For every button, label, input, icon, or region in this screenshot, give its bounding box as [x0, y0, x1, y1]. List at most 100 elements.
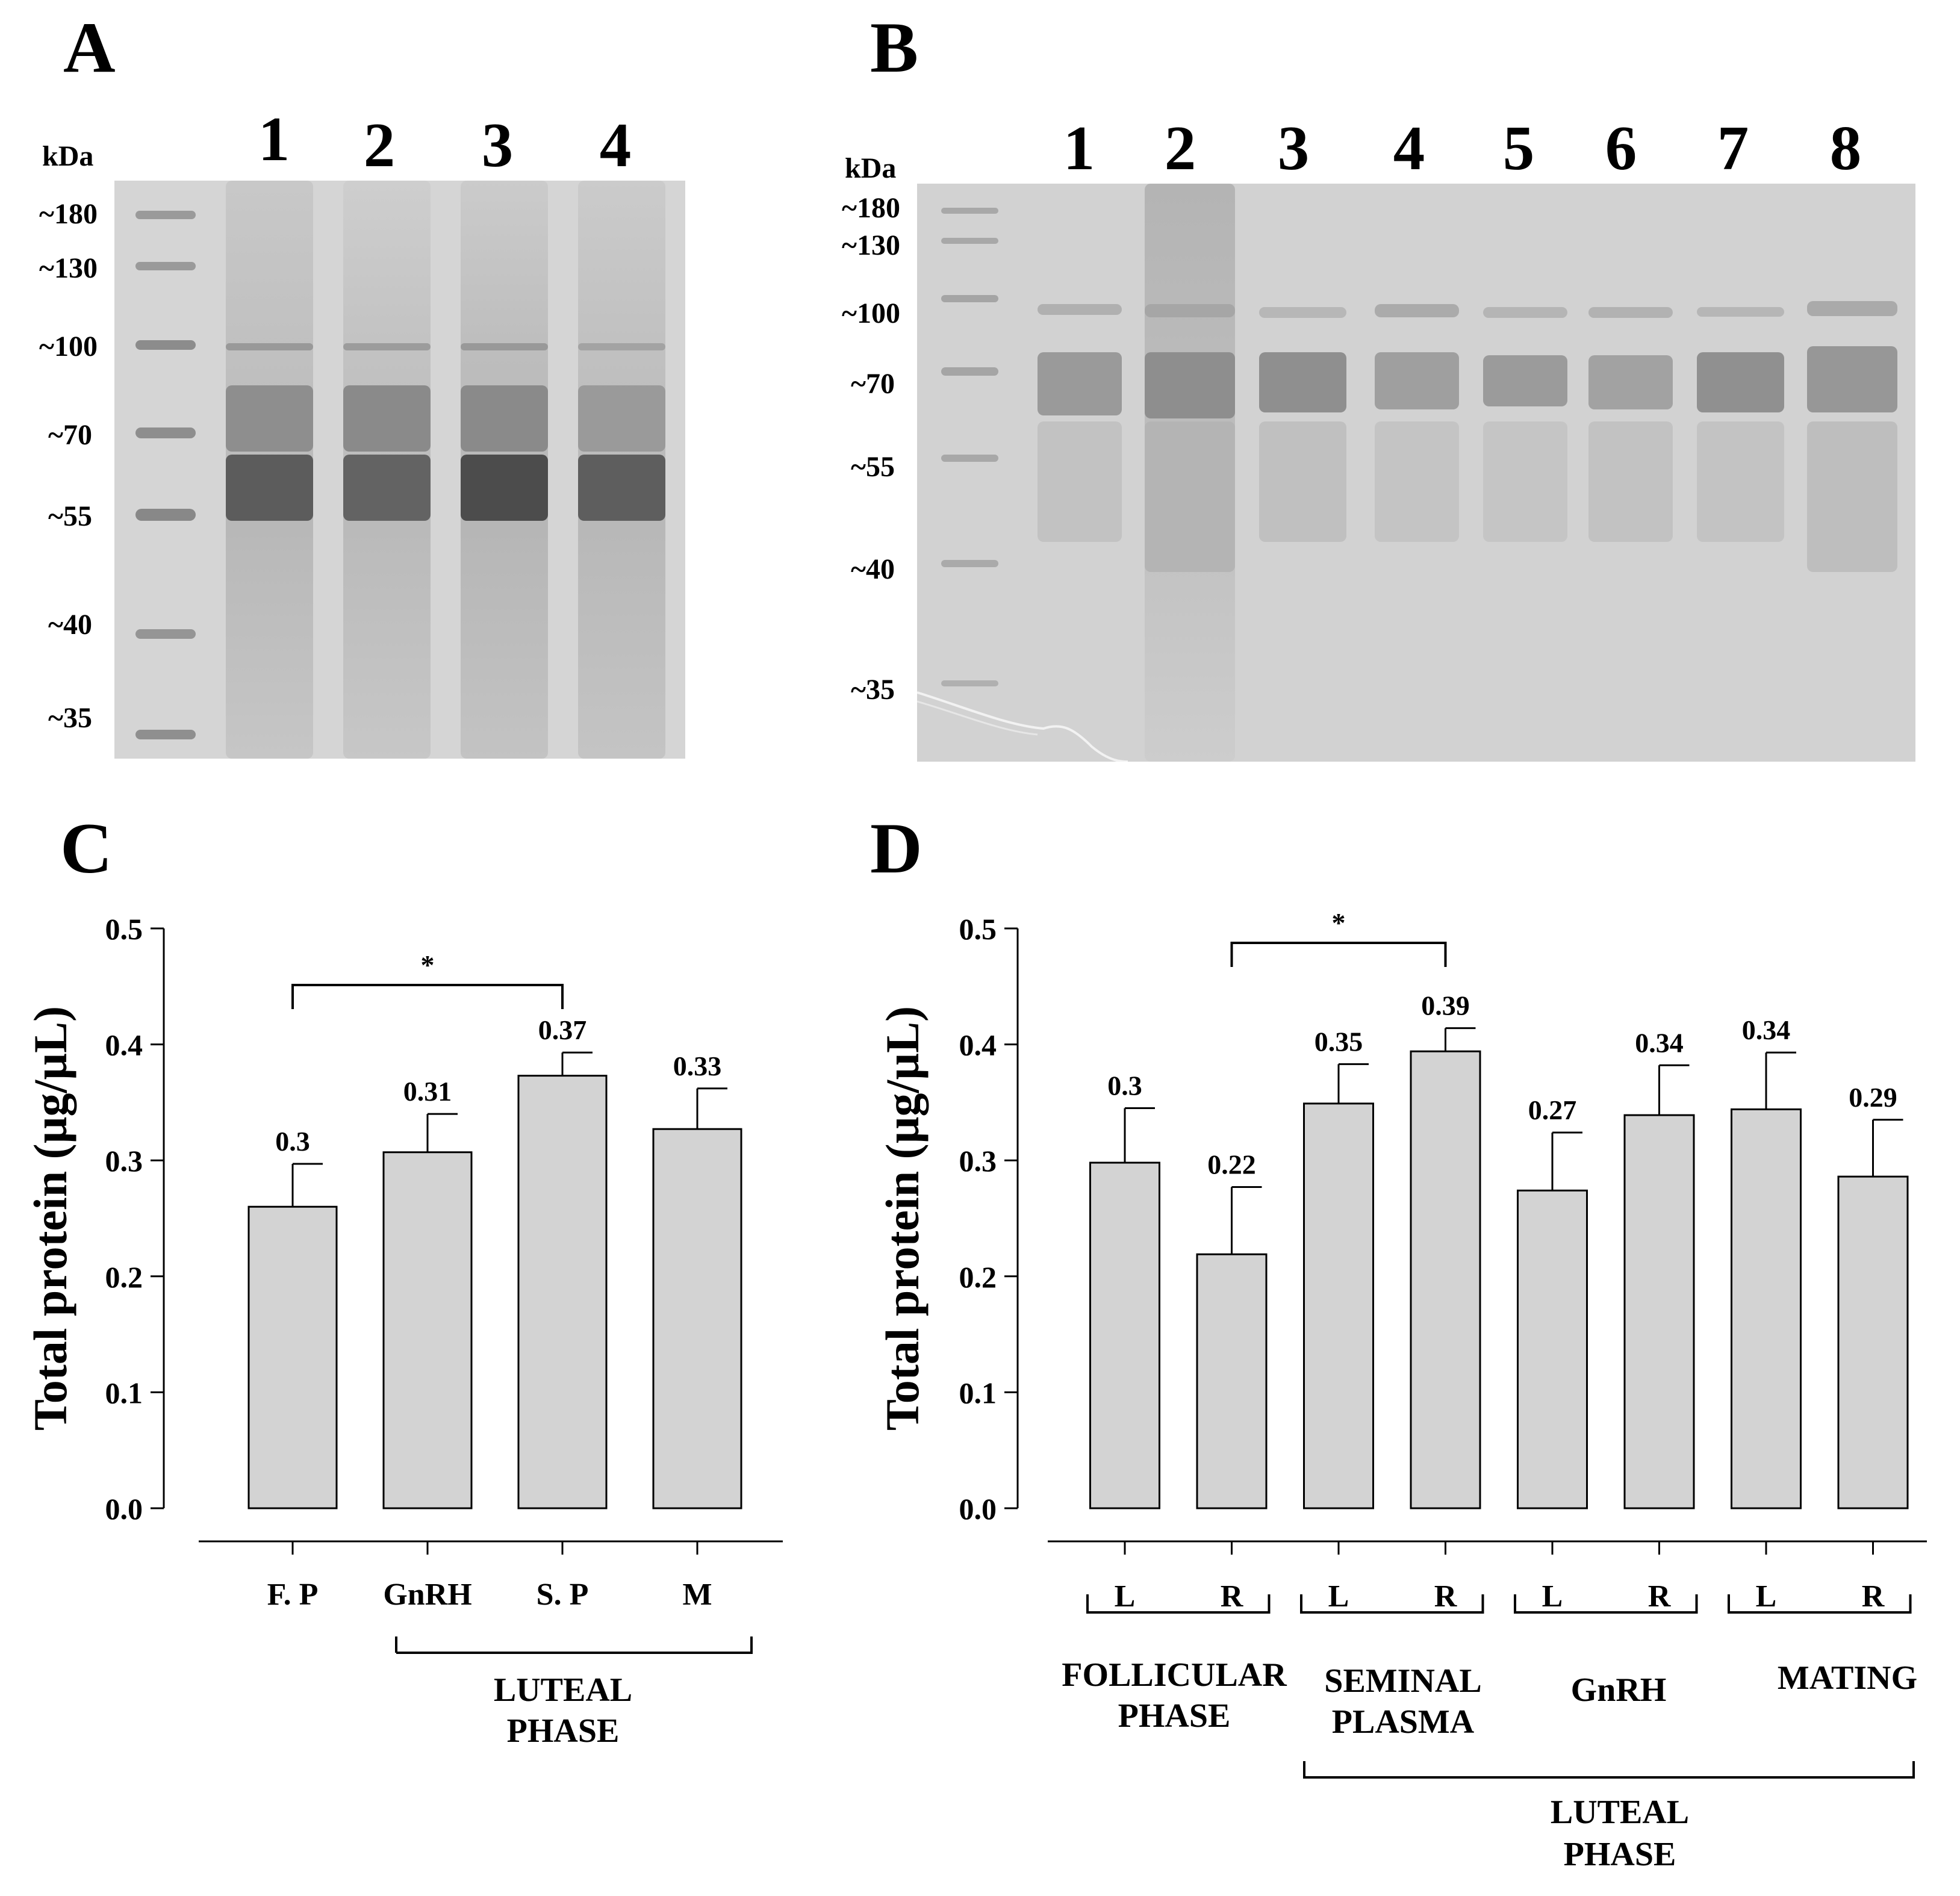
gel-image-a	[114, 181, 685, 759]
gel-crack-line	[917, 691, 1128, 762]
x-tick-label: R	[1434, 1579, 1458, 1614]
pair-bracket	[1514, 1594, 1698, 1614]
y-tick-label: 0.4	[959, 1028, 997, 1062]
marker-label-a-180: ~180	[39, 198, 98, 230]
marker-label-b-40: ~40	[851, 553, 895, 585]
group-label: FOLLICULAR	[1062, 1656, 1287, 1694]
group-bracket	[395, 1636, 753, 1654]
x-tick-label: L	[1542, 1579, 1563, 1614]
lane-number-a-3: 3	[481, 110, 514, 180]
panel-letter-c: C	[60, 808, 113, 888]
y-tick-label: 0.0	[959, 1492, 997, 1526]
data-label: 0.34	[1635, 1027, 1684, 1058]
marker-label-b-55: ~55	[851, 451, 895, 483]
x-tick-label: L	[1756, 1579, 1777, 1614]
data-label: 0.31	[403, 1076, 452, 1107]
pair-bracket	[1300, 1594, 1484, 1614]
lane-number-b-5: 5	[1502, 113, 1535, 183]
x-tick-label: M	[682, 1577, 712, 1612]
lane-number-a-2: 2	[363, 110, 396, 180]
marker-label-b-70: ~70	[851, 368, 895, 400]
y-tick-label: 0.4	[105, 1028, 143, 1062]
marker-label-b-180: ~180	[842, 192, 900, 224]
y-tick-label: 0.2	[959, 1260, 997, 1294]
y-tick-label: 0.2	[105, 1260, 143, 1294]
super-group-bracket	[1303, 1761, 1915, 1779]
bar	[652, 1128, 742, 1509]
marker-label-a-130: ~130	[39, 252, 98, 284]
bar	[247, 1205, 338, 1509]
marker-label-a-35: ~35	[48, 702, 92, 734]
x-tick-label: L	[1115, 1579, 1136, 1614]
y-tick-label: 0.3	[959, 1144, 997, 1178]
y-tick-label: 0.5	[105, 912, 143, 946]
lane-number-a-4: 4	[599, 110, 632, 180]
data-label: 0.27	[1528, 1095, 1577, 1125]
marker-label-b-100: ~100	[842, 297, 900, 329]
y-tick-label: 0.1	[959, 1376, 997, 1410]
lane-number-b-2: 2	[1164, 113, 1196, 183]
x-tick-label: L	[1328, 1579, 1349, 1614]
lane-number-b-7: 7	[1717, 113, 1749, 183]
data-label: 0.33	[673, 1051, 722, 1081]
group-label: PHASE	[507, 1712, 620, 1750]
marker-label-a-55: ~55	[48, 500, 92, 532]
lane-number-b-8: 8	[1829, 113, 1862, 183]
bar	[1196, 1253, 1268, 1509]
lane-number-a-1: 1	[258, 104, 290, 174]
kda-label-a: kDa	[42, 140, 94, 172]
group-label: SEMINAL	[1324, 1662, 1481, 1700]
x-tick-label: R	[1862, 1579, 1885, 1614]
pair-bracket	[1728, 1594, 1912, 1614]
bar	[1623, 1114, 1695, 1509]
data-label: 0.39	[1421, 990, 1470, 1021]
y-tick-label: 0.5	[959, 912, 997, 946]
bar	[1410, 1050, 1481, 1509]
super-group-label: LUTEAL	[1551, 1794, 1689, 1831]
gel-image-b	[917, 184, 1915, 762]
bar	[1089, 1161, 1160, 1509]
data-label: 0.22	[1207, 1149, 1256, 1180]
panel-letter-a: A	[63, 7, 116, 87]
pair-bracket	[1086, 1594, 1271, 1614]
super-group-label: PHASE	[1564, 1836, 1676, 1873]
data-label: 0.37	[538, 1015, 587, 1045]
group-label: PLASMA	[1332, 1703, 1475, 1741]
y-axis-title: Total protein (µg/µL)	[24, 1006, 76, 1431]
significance-bracket	[291, 984, 564, 1009]
bar	[382, 1151, 473, 1509]
x-tick-label: GnRH	[383, 1577, 471, 1612]
group-label: GnRH	[1571, 1671, 1667, 1709]
group-label: PHASE	[1118, 1697, 1231, 1735]
bar	[1731, 1108, 1802, 1509]
lane-number-b-4: 4	[1393, 113, 1425, 183]
significance-bracket	[1230, 942, 1447, 967]
bar	[1517, 1189, 1588, 1509]
group-label: LUTEAL	[494, 1671, 632, 1709]
y-tick-label: 0.1	[105, 1376, 143, 1410]
panel-letter-b: B	[870, 7, 919, 87]
marker-label-a-100: ~100	[39, 331, 98, 362]
panel-letter-d: D	[870, 808, 922, 888]
y-axis-title: Total protein (µg/µL)	[876, 1006, 929, 1431]
x-tick-label: F. P	[267, 1577, 319, 1612]
marker-label-a-40: ~40	[48, 609, 92, 641]
marker-label-a-70: ~70	[48, 419, 92, 451]
x-tick-label: R	[1648, 1579, 1672, 1614]
group-label: MATING	[1778, 1659, 1917, 1697]
y-tick-label: 0.0	[105, 1492, 143, 1526]
lane-number-b-3: 3	[1277, 113, 1310, 183]
lane-number-b-6: 6	[1605, 113, 1637, 183]
y-tick-label: 0.3	[105, 1144, 143, 1178]
marker-label-b-130: ~130	[842, 229, 900, 261]
lane-number-b-1: 1	[1063, 113, 1095, 183]
x-tick-label: S. P	[537, 1577, 589, 1612]
bar	[1837, 1175, 1909, 1509]
significance-marker: *	[1332, 907, 1346, 938]
data-label: 0.29	[1849, 1082, 1897, 1113]
bar	[517, 1075, 608, 1509]
marker-label-b-35: ~35	[851, 674, 895, 706]
x-tick-label: R	[1221, 1579, 1244, 1614]
bar	[1303, 1102, 1374, 1509]
significance-marker: *	[421, 950, 435, 980]
